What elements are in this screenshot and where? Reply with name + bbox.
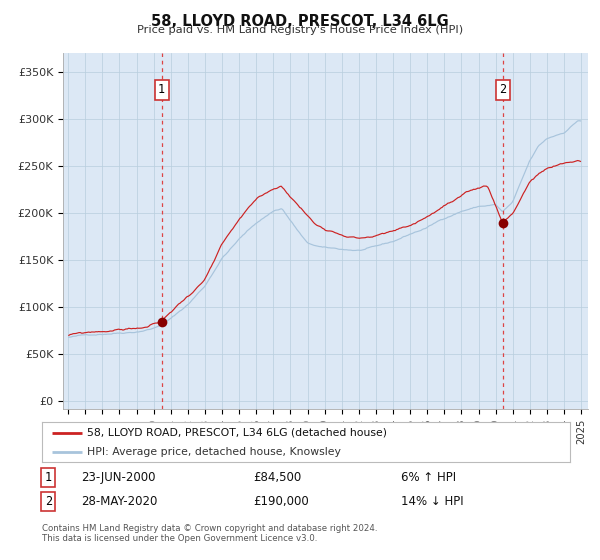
Text: 23-JUN-2000: 23-JUN-2000 bbox=[82, 471, 156, 484]
Text: 2: 2 bbox=[45, 495, 52, 508]
Text: HPI: Average price, detached house, Knowsley: HPI: Average price, detached house, Know… bbox=[87, 447, 341, 457]
Text: 28-MAY-2020: 28-MAY-2020 bbox=[82, 495, 158, 508]
Text: 58, LLOYD ROAD, PRESCOT, L34 6LG: 58, LLOYD ROAD, PRESCOT, L34 6LG bbox=[151, 14, 449, 29]
Text: 2: 2 bbox=[499, 83, 506, 96]
Text: Price paid vs. HM Land Registry's House Price Index (HPI): Price paid vs. HM Land Registry's House … bbox=[137, 25, 463, 35]
Text: 6% ↑ HPI: 6% ↑ HPI bbox=[401, 471, 456, 484]
Text: 1: 1 bbox=[45, 471, 52, 484]
Text: 14% ↓ HPI: 14% ↓ HPI bbox=[401, 495, 464, 508]
Text: 1: 1 bbox=[158, 83, 165, 96]
Text: £84,500: £84,500 bbox=[253, 471, 301, 484]
Text: 58, LLOYD ROAD, PRESCOT, L34 6LG (detached house): 58, LLOYD ROAD, PRESCOT, L34 6LG (detach… bbox=[87, 428, 387, 437]
Text: £190,000: £190,000 bbox=[253, 495, 309, 508]
Text: This data is licensed under the Open Government Licence v3.0.: This data is licensed under the Open Gov… bbox=[42, 534, 317, 543]
Text: Contains HM Land Registry data © Crown copyright and database right 2024.: Contains HM Land Registry data © Crown c… bbox=[42, 524, 377, 533]
